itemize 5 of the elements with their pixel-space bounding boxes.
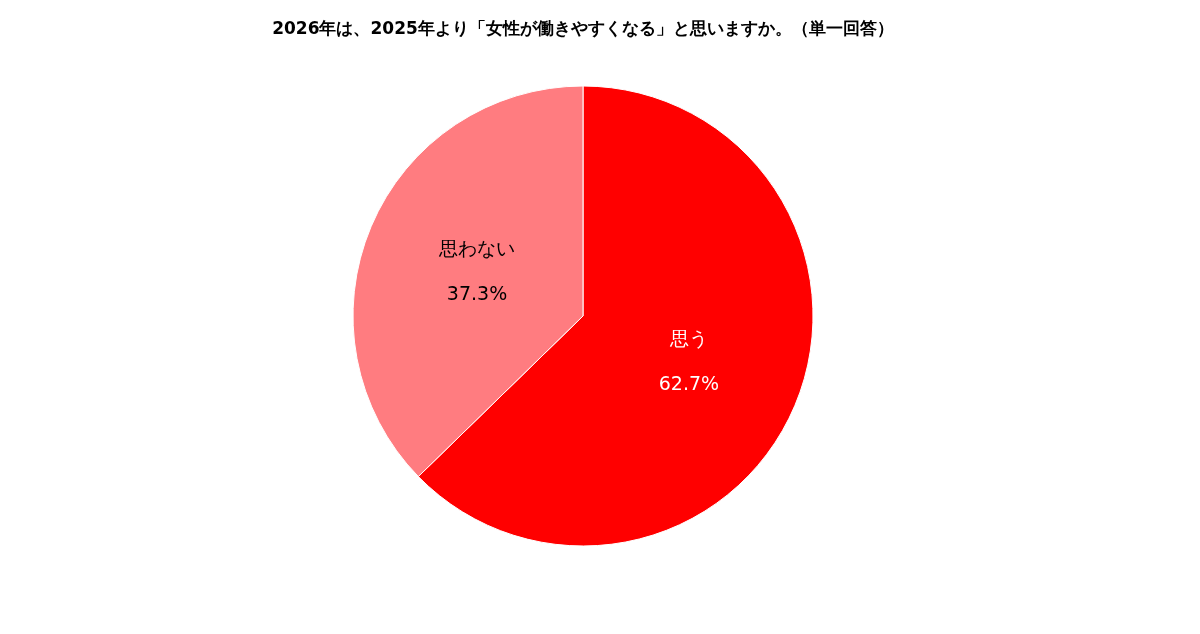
data-label: 37.3% (446, 282, 508, 305)
slice-label: 思う (668, 326, 708, 349)
data-label: 62.7% (658, 371, 720, 394)
slice-label: 思わない (438, 237, 516, 260)
chart-title: 2026年は、2025年より「女性が働きやすくなる」と思いますか。（単一回答） (272, 18, 894, 38)
